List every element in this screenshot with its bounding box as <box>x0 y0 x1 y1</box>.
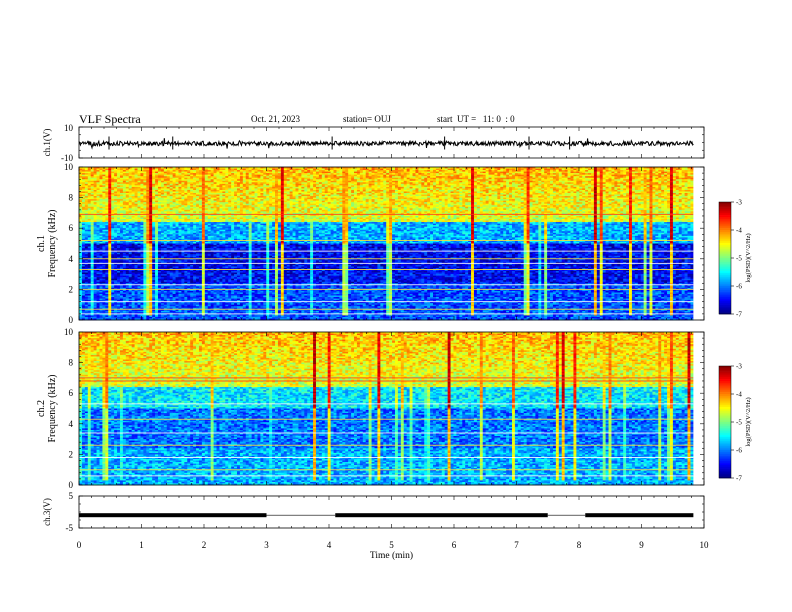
ch3-ytick-label: 5 <box>69 491 74 501</box>
ch2-ytick-label: 8 <box>69 358 74 368</box>
x-tick-label: 4 <box>327 540 332 550</box>
ch1-colorbar-tick-label: -6 <box>736 283 742 291</box>
ch2-colorbar-tick-label: -4 <box>736 391 742 399</box>
ch1-colorbar-tick-label: -4 <box>736 227 742 235</box>
ch2-colorbar <box>719 366 734 478</box>
x-tick-label: 7 <box>514 540 519 550</box>
ch1-ylabel: ch.1(V) <box>42 129 52 157</box>
ch1-colorbar-tick-label: -5 <box>736 255 742 263</box>
ch1-colorbar-tick-label: -3 <box>736 199 742 207</box>
ch1-ytick-label: 8 <box>69 193 74 203</box>
ch1-ytick-label: 2 <box>69 284 74 294</box>
x-tick-label: 0 <box>77 540 82 550</box>
ch2-ytick-label: 10 <box>64 327 74 337</box>
ch2-spectrogram-plot <box>79 332 704 485</box>
ch1-colorbar <box>719 202 734 314</box>
ch3-ytick-label: -5 <box>66 523 74 533</box>
ch2-colorbar-tick-label: -3 <box>736 363 742 371</box>
ch2-ytick-label: 4 <box>69 419 74 429</box>
x-tick-label: 8 <box>577 540 582 550</box>
ch2-ylabel-frequency: Frequency (kHz) <box>47 374 58 442</box>
ch1-ytick-label: 4 <box>69 254 74 264</box>
ch1-colorbar-label: log(PSD)(V^2/Hz) <box>745 233 752 282</box>
ch3-signal-panel <box>79 513 693 517</box>
ch1-ytick-label: 10 <box>64 123 74 133</box>
ch3-signal-segment <box>335 513 548 517</box>
ch2-ytick-label: 2 <box>69 449 74 459</box>
ch2-colorbar-tick-label: -7 <box>736 475 742 483</box>
ch3-frame <box>79 496 704 528</box>
ch1-ylabel-channel: ch.1 <box>36 235 47 252</box>
ch2-ytick-label: 0 <box>69 480 74 490</box>
x-axis-label: Time (min) <box>370 550 413 561</box>
x-tick-label: 1 <box>139 540 144 550</box>
ch3-ylabel: ch.3(V) <box>42 498 52 526</box>
ch1-waveform-line <box>79 138 693 148</box>
ch1-waveform-panel <box>79 137 693 150</box>
x-tick-label: 3 <box>264 540 269 550</box>
x-tick-label: 6 <box>452 540 457 550</box>
ch1-ytick-label: 6 <box>69 223 74 233</box>
x-tick-label: 10 <box>700 540 710 550</box>
ch3-signal-segment <box>79 513 267 517</box>
ch1-spectrogram-plot <box>79 167 704 320</box>
ch3-signal-segment <box>585 513 693 517</box>
ch2-colorbar-tick-label: -6 <box>736 447 742 455</box>
x-tick-label: 2 <box>202 540 207 550</box>
ch1-ytick-label: 10 <box>64 162 74 172</box>
ch2-colorbar-label: log(PSD)(V^2/Hz) <box>745 397 752 446</box>
ch2-colorbar-tick-label: -5 <box>736 419 742 427</box>
x-tick-label: 5 <box>389 540 394 550</box>
ch1-ytick-label: 0 <box>69 315 74 325</box>
ch1-colorbar-tick-label: -7 <box>736 311 742 319</box>
ch1-ylabel-frequency: Frequency (kHz) <box>47 209 58 277</box>
ch2-ylabel-channel: ch.2 <box>36 400 47 417</box>
ch2-ytick-label: 6 <box>69 388 74 398</box>
x-tick-label: 9 <box>639 540 644 550</box>
